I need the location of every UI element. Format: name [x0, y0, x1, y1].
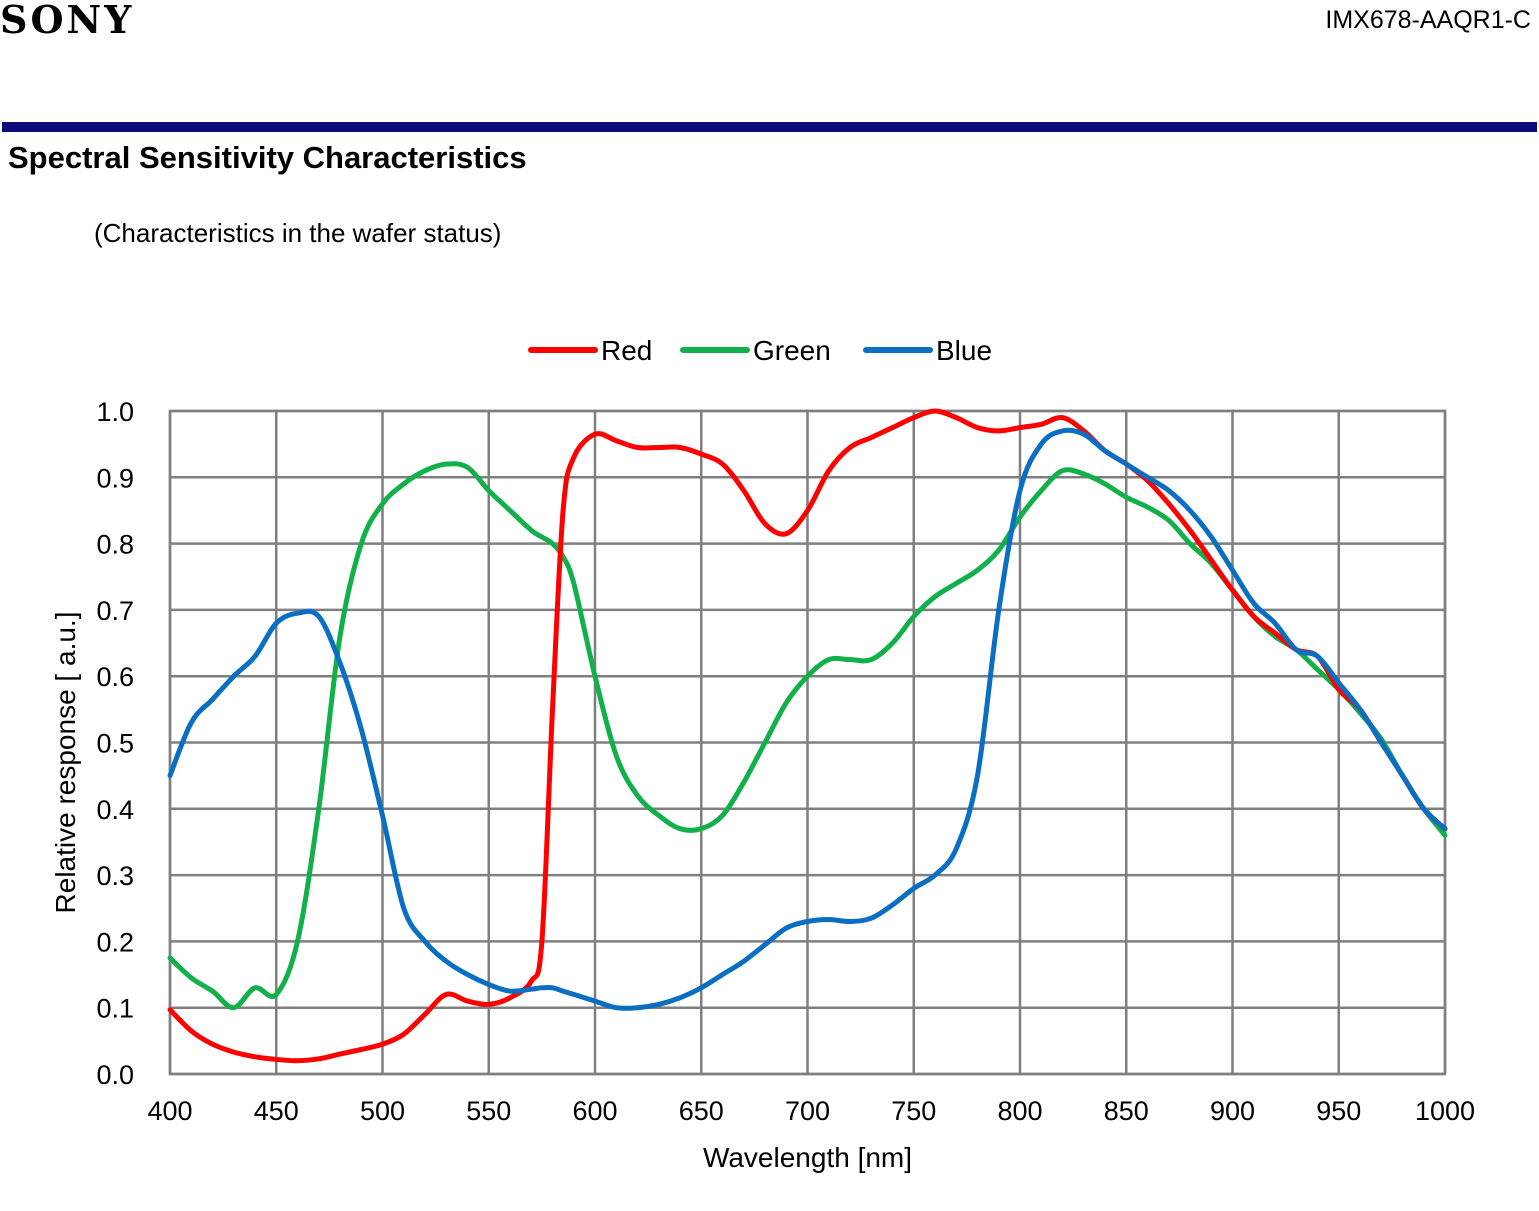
y-tick-label: 0.4: [96, 795, 134, 825]
chart-legend: Red Green Blue: [528, 335, 992, 366]
x-tick-label: 800: [997, 1096, 1042, 1126]
plot-border: [168, 409, 1447, 1076]
x-tick-label: 650: [679, 1096, 724, 1126]
y-tick-label: 0.2: [96, 927, 134, 957]
y-axis-label: Relative response [ a.u.]: [50, 612, 81, 914]
y-tick-label: 0.8: [96, 530, 134, 560]
x-tick-label: 850: [1104, 1096, 1149, 1126]
x-tick-label: 450: [254, 1096, 299, 1126]
x-tick-label: 500: [360, 1096, 405, 1126]
y-tick-label: 0.6: [96, 662, 134, 692]
x-tick-label: 600: [572, 1096, 617, 1126]
y-tick-label: 0.0: [96, 1060, 134, 1090]
y-tick-label: 1.0: [96, 397, 134, 427]
y-tick-label: 0.1: [96, 994, 134, 1024]
legend-label-green: Green: [753, 335, 831, 366]
x-tick-label: 550: [466, 1096, 511, 1126]
page-title: Spectral Sensitivity Characteristics: [8, 140, 527, 175]
model-number: IMX678-AAQR1-C: [1325, 6, 1531, 34]
x-axis-label: Wavelength [nm]: [703, 1142, 912, 1173]
y-tick-label: 0.7: [96, 596, 134, 626]
x-tick-label: 900: [1210, 1096, 1255, 1126]
x-tick-label: 950: [1316, 1096, 1361, 1126]
x-tick-label: 750: [891, 1096, 936, 1126]
spectral-sensitivity-chart: 400 450 500 550 600 650 700 750 800 850 900 950 1000…: [50, 335, 1475, 1173]
y-tick-label: 0.3: [96, 861, 134, 891]
chart-axes: 400 450 500 550 600 650 700 750 800 850 900 950 1000…: [96, 397, 1475, 1126]
legend-label-blue: Blue: [936, 335, 992, 366]
sony-logo: SONY: [0, 0, 135, 42]
x-tick-label: 400: [147, 1096, 192, 1126]
series-line-blue: [167, 427, 1448, 1011]
y-tick-label: 0.5: [96, 729, 134, 759]
chart-series: [167, 408, 1448, 1064]
legend-label-red: Red: [601, 335, 652, 366]
header-rule: [2, 122, 1537, 132]
series-line-red: [167, 408, 1448, 1064]
page-subtitle: (Characteristics in the wafer status): [94, 218, 502, 248]
y-tick-label: 0.9: [96, 463, 134, 493]
x-tick-label: 700: [785, 1096, 830, 1126]
x-tick-label: 1000: [1415, 1096, 1475, 1126]
